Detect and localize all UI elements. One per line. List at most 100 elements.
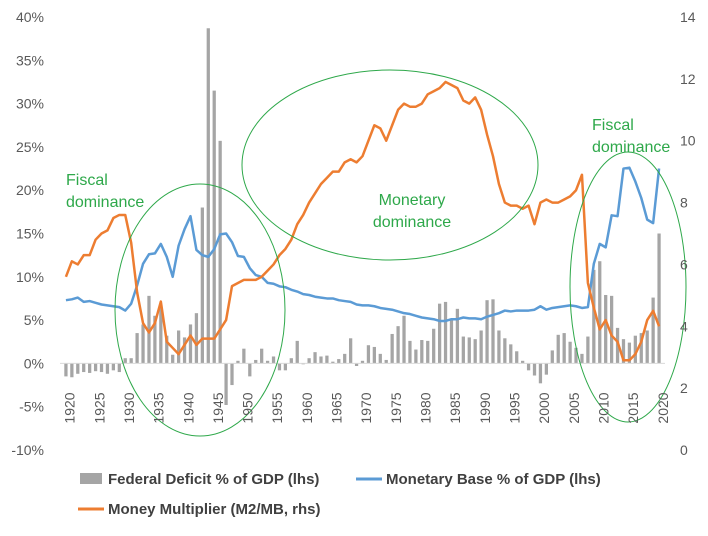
deficit-bar-1990 — [479, 330, 483, 364]
deficit-bar-1979 — [414, 349, 418, 364]
series-line-monetary-base — [65, 166, 661, 323]
x-axis-tick-labels: 1920 1925 1930 1935 1940 1945 1950 1955 1960 1965… — [62, 392, 671, 423]
deficit-bar-1983 — [437, 303, 442, 364]
deficit-bar-1932 — [135, 333, 139, 364]
x-tick-label: 1965 — [329, 392, 345, 423]
x-tick-label: 2015 — [625, 392, 641, 423]
right-tick-label: 14 — [680, 9, 696, 25]
deficit-bar-1999 — [532, 363, 537, 376]
deficit-bar-1965 — [331, 361, 335, 364]
deficit-bars — [64, 28, 661, 405]
annotation-fiscal-late-line-1: dominance — [592, 139, 670, 156]
right-tick-label: 10 — [680, 133, 696, 149]
deficit-bar-1946 — [218, 140, 222, 364]
deficit-bar-2012 — [609, 295, 614, 364]
x-tick-label: 1995 — [507, 392, 523, 423]
deficit-bar-2006 — [574, 347, 578, 364]
deficit-bar-2008 — [586, 336, 590, 364]
annotation-fiscal-late-line-0: Fiscal — [592, 117, 634, 134]
deficit-bar-1942 — [194, 313, 199, 364]
x-tick-label: 1925 — [91, 392, 107, 423]
left-axis-tick-labels: -10% -5% 0% 5% 10% 15% 20% 25% 30% 35% 40% — [11, 9, 44, 458]
deficit-bar-1964 — [325, 355, 329, 364]
deficit-bar-1943 — [200, 207, 204, 364]
deficit-bar-1941 — [188, 324, 193, 364]
deficit-bar-1989 — [473, 339, 477, 364]
deficit-bar-1987 — [461, 336, 465, 364]
legend-label: Monetary Base % of GDP (lhs) — [386, 471, 601, 488]
x-tick-label: 2000 — [536, 392, 552, 423]
deficit-bar-1927 — [105, 363, 110, 374]
deficit-bar-1961 — [307, 358, 311, 364]
series-line-money-multiplier — [64, 80, 661, 362]
deficit-bar-1970 — [360, 360, 365, 364]
right-tick-label: 8 — [680, 195, 688, 211]
annotation-monetary-line-1: dominance — [373, 214, 451, 231]
legend: Federal Deficit % of GDP (lhs) Monetary B… — [78, 471, 601, 518]
annotations: Fiscal dominance Monetary dominance Fiscal do… — [66, 117, 670, 231]
deficit-bar-1921 — [70, 363, 74, 378]
annotation-fiscal-early-line-0: Fiscal — [66, 172, 108, 189]
deficit-bar-1955 — [271, 356, 276, 364]
deficit-bar-1924 — [88, 363, 92, 373]
x-tick-label: 1935 — [151, 392, 167, 423]
right-tick-label: 4 — [680, 318, 688, 334]
x-tick-label: 2020 — [655, 392, 671, 423]
left-tick-label: 0% — [24, 355, 44, 371]
deficit-bar-1971 — [366, 345, 371, 364]
deficit-bar-1963 — [319, 356, 323, 364]
deficit-bar-1931 — [129, 358, 133, 364]
deficit-bar-1940 — [182, 337, 187, 364]
deficit-bar-2007 — [580, 353, 584, 364]
deficit-bar-1935 — [153, 315, 157, 364]
deficit-bar-1988 — [467, 337, 471, 364]
x-tick-label: 1980 — [418, 392, 434, 423]
deficit-bar-1968 — [349, 338, 353, 364]
deficit-bar-1951 — [248, 363, 252, 377]
x-tick-label: 1985 — [447, 392, 463, 423]
legend-label: Federal Deficit % of GDP (lhs) — [108, 471, 319, 488]
deficit-bar-1981 — [426, 340, 430, 364]
deficit-bar-1922 — [76, 363, 80, 374]
deficit-bar-2019 — [651, 297, 655, 364]
deficit-bar-2009 — [592, 269, 596, 364]
annotation-fiscal-early-line-1: dominance — [66, 194, 144, 211]
deficit-bar-2016 — [633, 335, 637, 364]
deficit-bar-1933 — [141, 324, 145, 364]
dominance-ellipses — [114, 69, 687, 437]
deficit-bar-1954 — [265, 360, 270, 364]
ellipse-monetary — [241, 69, 539, 261]
deficit-bar-1972 — [372, 346, 376, 364]
deficit-bar-1945 — [212, 90, 216, 364]
deficit-bar-2003 — [556, 334, 560, 364]
deficit-bar-1978 — [408, 340, 412, 364]
x-tick-label: 1990 — [477, 392, 493, 423]
deficit-bar-1923 — [82, 363, 86, 373]
deficit-bar-1984 — [443, 301, 448, 364]
x-tick-label: 1940 — [180, 392, 196, 423]
deficit-bar-1966 — [337, 359, 341, 364]
deficit-bar-1934 — [147, 295, 151, 364]
ellipse-fiscal-late — [569, 151, 687, 423]
deficit-bar-1920 — [64, 363, 68, 377]
deficit-bar-2011 — [604, 294, 608, 364]
left-tick-label: 25% — [16, 139, 44, 155]
deficit-bar-1975 — [390, 333, 394, 364]
deficit-bar-1928 — [111, 363, 116, 371]
x-tick-label: 1920 — [62, 392, 78, 423]
deficit-bar-1953 — [260, 348, 264, 364]
x-tick-label: 1975 — [388, 392, 404, 423]
deficit-bar-1962 — [313, 352, 317, 364]
deficit-bar-1926 — [99, 363, 104, 373]
deficit-bar-1959 — [295, 340, 299, 364]
deficit-bar-1993 — [497, 330, 501, 364]
right-tick-label: 12 — [680, 71, 696, 87]
deficit-bar-2015 — [627, 342, 632, 364]
deficit-bar-1977 — [402, 315, 406, 364]
deficit-bar-1967 — [343, 353, 347, 364]
legend-swatch-bar — [80, 473, 102, 484]
deficit-bar-1939 — [177, 330, 181, 364]
deficit-bar-2000 — [538, 363, 543, 384]
deficit-bar-1997 — [521, 360, 525, 364]
